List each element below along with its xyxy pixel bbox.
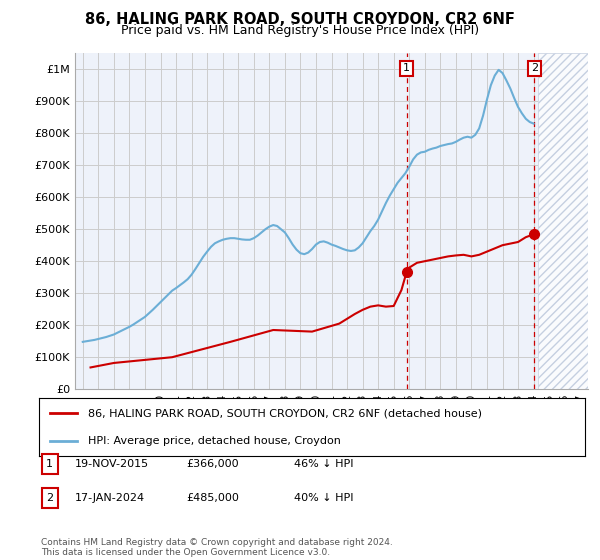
- Text: 2: 2: [531, 63, 538, 73]
- Text: 19-NOV-2015: 19-NOV-2015: [75, 459, 149, 469]
- Bar: [538, 53, 588, 389]
- Text: £485,000: £485,000: [186, 493, 239, 503]
- Text: 17-JAN-2024: 17-JAN-2024: [75, 493, 145, 503]
- Text: 86, HALING PARK ROAD, SOUTH CROYDON, CR2 6NF (detached house): 86, HALING PARK ROAD, SOUTH CROYDON, CR2…: [88, 408, 482, 418]
- Text: 46% ↓ HPI: 46% ↓ HPI: [294, 459, 353, 469]
- Text: £366,000: £366,000: [186, 459, 239, 469]
- FancyBboxPatch shape: [42, 488, 58, 508]
- Bar: [538, 53, 588, 389]
- Text: 40% ↓ HPI: 40% ↓ HPI: [294, 493, 353, 503]
- Text: Price paid vs. HM Land Registry's House Price Index (HPI): Price paid vs. HM Land Registry's House …: [121, 24, 479, 36]
- Text: HPI: Average price, detached house, Croydon: HPI: Average price, detached house, Croy…: [88, 436, 341, 446]
- Text: 1: 1: [46, 459, 53, 469]
- Text: 2: 2: [46, 493, 53, 503]
- Text: Contains HM Land Registry data © Crown copyright and database right 2024.
This d: Contains HM Land Registry data © Crown c…: [41, 538, 392, 557]
- Text: 86, HALING PARK ROAD, SOUTH CROYDON, CR2 6NF: 86, HALING PARK ROAD, SOUTH CROYDON, CR2…: [85, 12, 515, 27]
- Text: 1: 1: [403, 63, 410, 73]
- FancyBboxPatch shape: [42, 454, 58, 474]
- Bar: [538, 53, 588, 389]
